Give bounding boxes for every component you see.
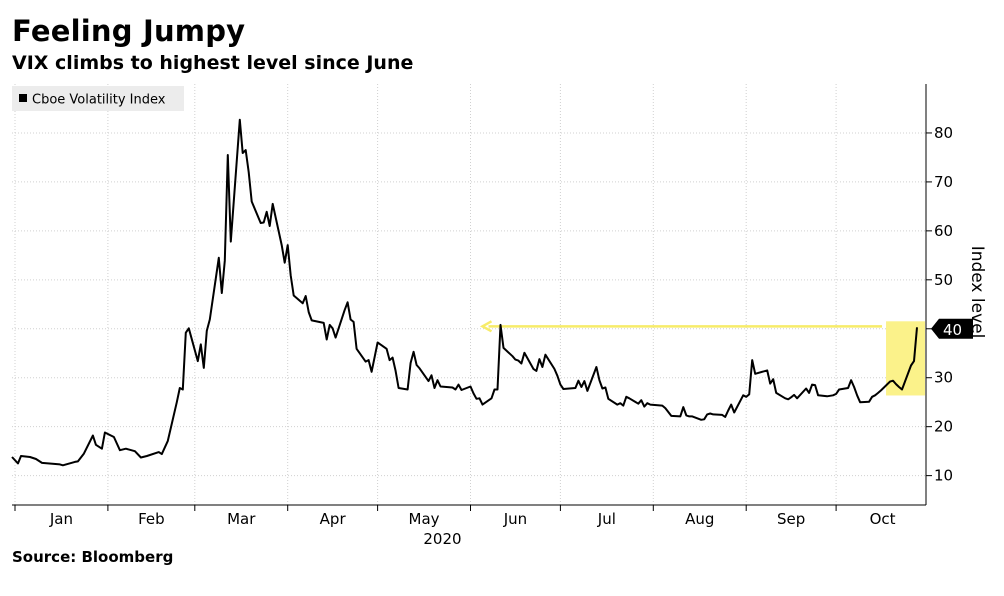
x-tick-label: Jul xyxy=(597,510,616,528)
legend: Cboe Volatility Index xyxy=(12,86,184,111)
legend-box xyxy=(12,86,184,111)
last-value-tag xyxy=(931,318,973,339)
arrow-head xyxy=(479,320,493,333)
x-tick-label: Jun xyxy=(503,510,527,528)
y-tick-label: 70 xyxy=(934,173,953,191)
chart-title: Feeling Jumpy xyxy=(12,14,246,48)
x-tick-label: Oct xyxy=(870,510,896,528)
x-tick-label: Mar xyxy=(227,510,256,528)
last-value-label: 40 xyxy=(943,321,962,339)
x-tick-label: May xyxy=(409,510,440,528)
chart-subtitle: VIX climbs to highest level since June xyxy=(12,52,414,74)
x-tick-label: Aug xyxy=(685,510,714,528)
legend-label: Cboe Volatility Index xyxy=(32,93,166,108)
highlight-box xyxy=(886,321,926,396)
x-tick-label: Sep xyxy=(777,510,805,528)
x-tick-label: Apr xyxy=(320,510,347,528)
y-tick-label: 20 xyxy=(934,418,953,436)
y-axis-label: Index level xyxy=(967,246,987,339)
x-tick-label: Jan xyxy=(49,510,73,528)
series-layer xyxy=(11,118,918,467)
y-tick-label: 10 xyxy=(934,467,953,485)
y-tick-label: 30 xyxy=(934,369,953,387)
vix-series-line xyxy=(11,118,918,467)
x-year-label: 2020 xyxy=(423,530,461,548)
y-tick-label: 60 xyxy=(934,222,953,240)
y-tick-label: 80 xyxy=(934,124,953,142)
source-note: Source: Bloomberg xyxy=(12,548,174,566)
highlight-layer xyxy=(479,320,926,396)
axes: 10 20 30 40 50 60 70 80 Jan Feb Mar Apr May Jun Jul Aug… xyxy=(12,84,973,548)
x-tick-label: Feb xyxy=(138,510,165,528)
legend-swatch xyxy=(19,94,27,102)
y-tick-label: 50 xyxy=(934,271,953,289)
grid xyxy=(12,84,926,505)
